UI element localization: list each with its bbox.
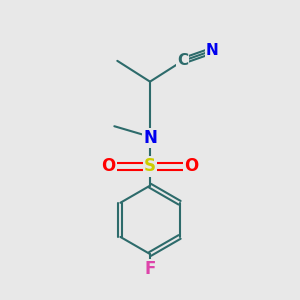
Text: C: C (177, 53, 188, 68)
Text: O: O (101, 157, 116, 175)
Text: N: N (143, 129, 157, 147)
Text: N: N (206, 43, 219, 58)
Text: F: F (144, 260, 156, 278)
Text: O: O (184, 157, 199, 175)
Text: S: S (144, 157, 156, 175)
